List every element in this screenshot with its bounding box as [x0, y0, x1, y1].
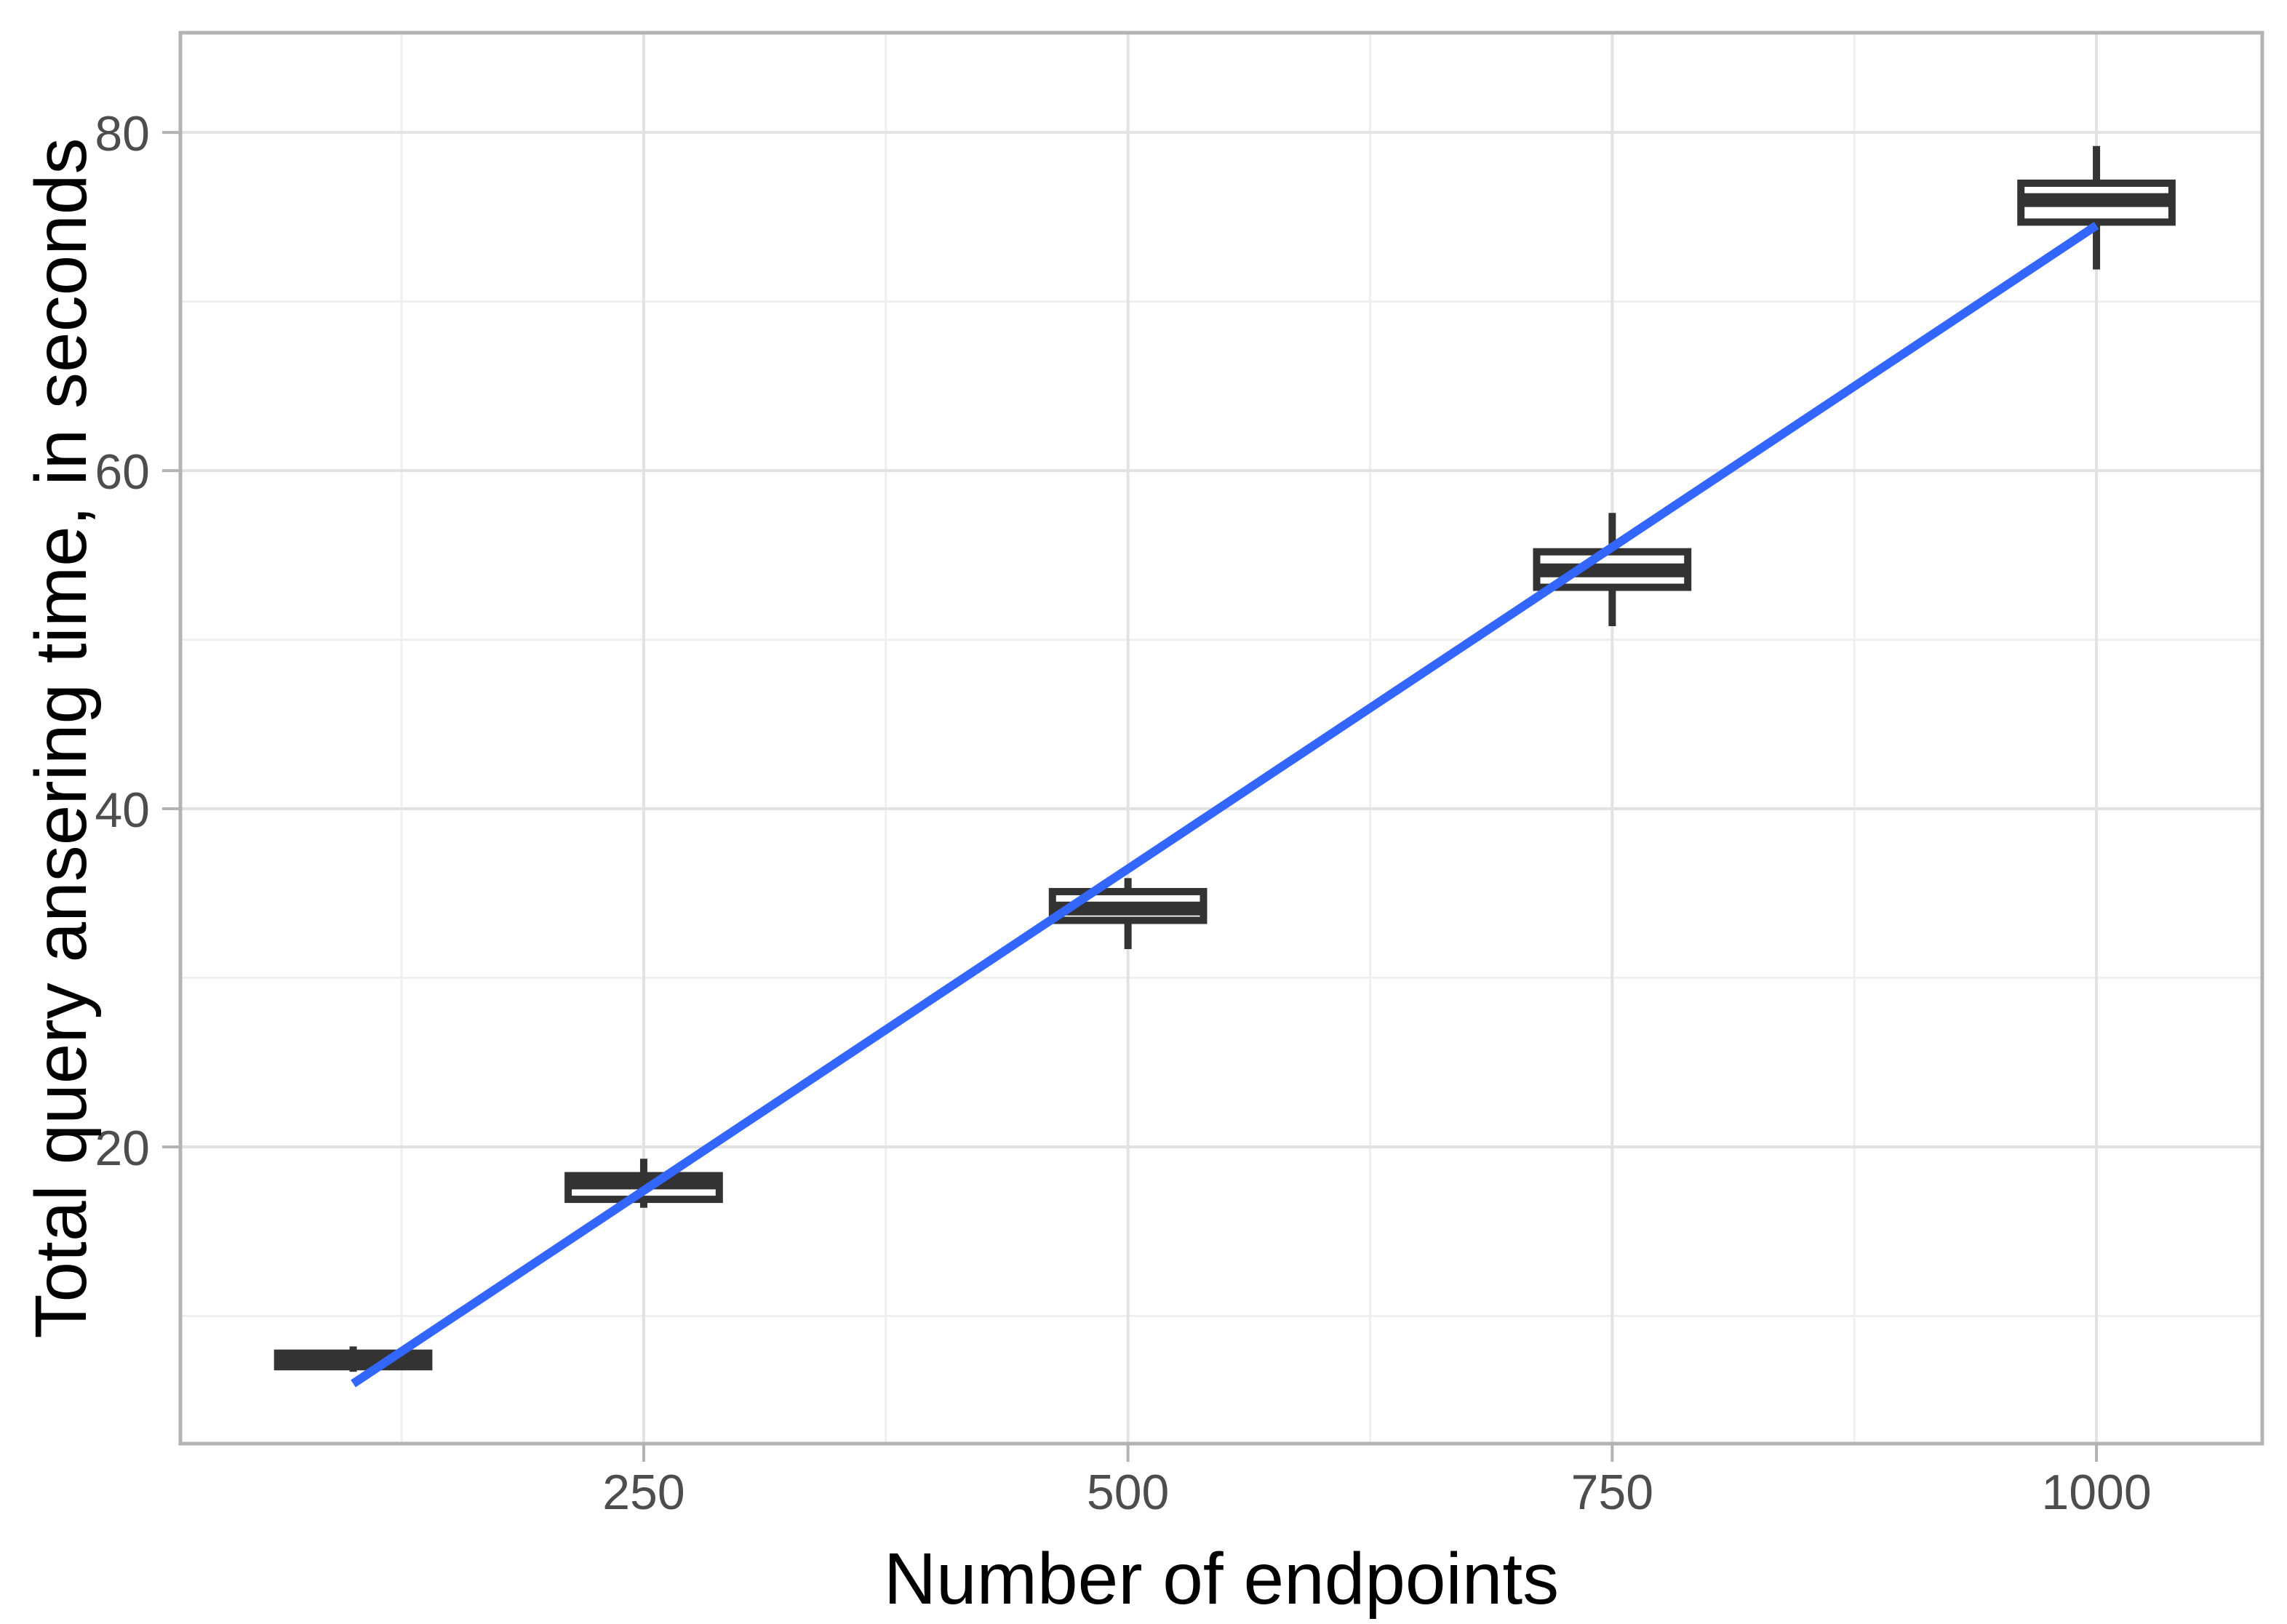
y-tick-label: 80 [95, 106, 150, 161]
panel-border [178, 31, 2264, 1446]
y-tick-label: 60 [95, 444, 150, 500]
boxplot [1048, 878, 1208, 950]
y-axis-title: Total query ansering time, in seconds [20, 138, 102, 1339]
boxplot [564, 1159, 723, 1208]
x-tick-label: 750 [1571, 1465, 1653, 1520]
y-tick-label: 20 [95, 1121, 150, 1176]
x-tick-label: 250 [602, 1465, 684, 1520]
plot-area: 250 500 750 1000 20 40 60 80 [95, 31, 2264, 1520]
x-axis-title: Number of endpoints [884, 1538, 1559, 1620]
regression-line [351, 222, 2099, 1388]
x-tick-label: 500 [1087, 1465, 1169, 1520]
y-tick-label: 40 [95, 783, 150, 838]
panel-background [180, 33, 2262, 1444]
boxplot [2017, 145, 2176, 270]
x-tick-label: 1000 [2041, 1465, 2151, 1520]
